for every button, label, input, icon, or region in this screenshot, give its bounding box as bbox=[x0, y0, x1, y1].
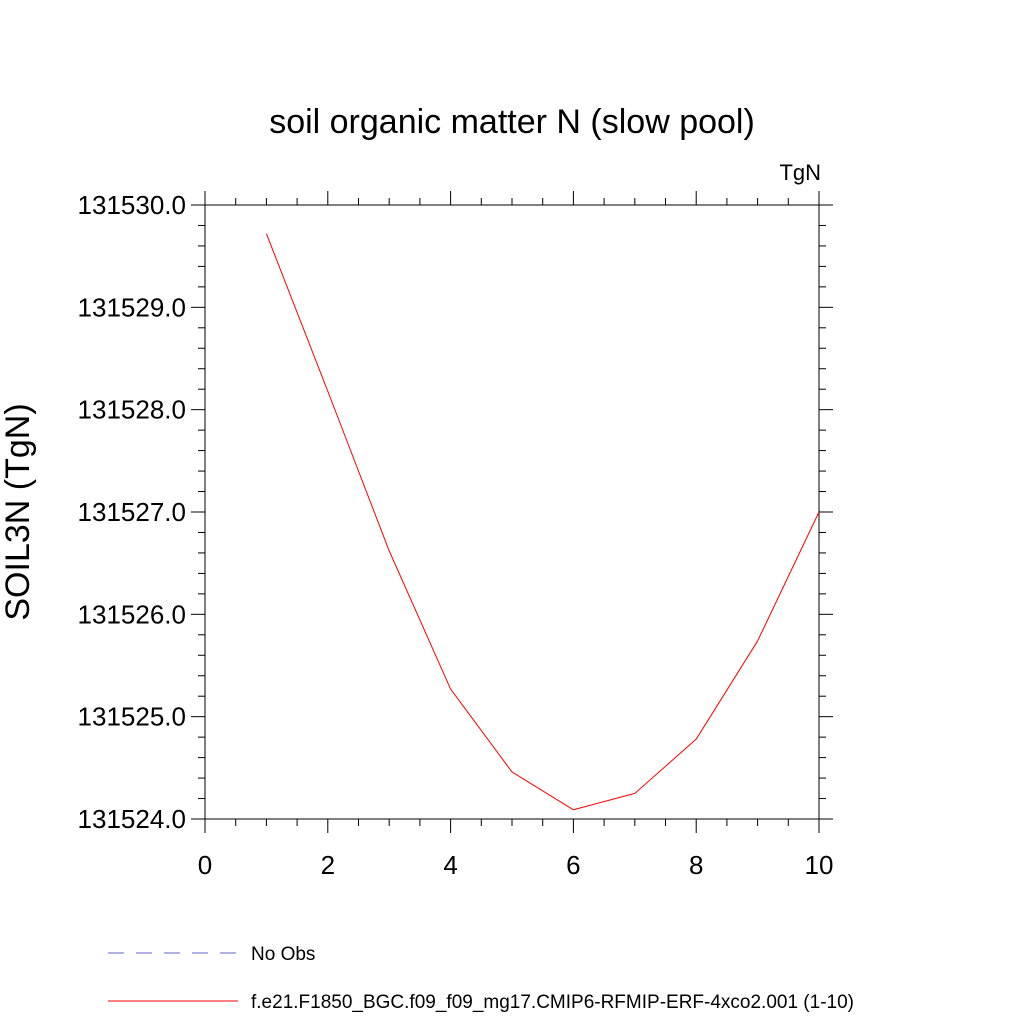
units-label: TgN bbox=[779, 160, 821, 185]
legend: No Obs f.e21.F1850_BGC.f09_f09_mg17.CMIP… bbox=[108, 944, 854, 1013]
y-tick-label: 131528.0 bbox=[78, 395, 186, 425]
major-ticks bbox=[191, 191, 833, 833]
y-tick-label: 131524.0 bbox=[78, 804, 186, 834]
series-line-0 bbox=[265, 233, 820, 811]
y-tick-labels: 131524.0 131525.0 131526.0 131527.0 131528.0… bbox=[78, 190, 186, 834]
chart-title: soil organic matter N (slow pool) bbox=[269, 103, 755, 141]
x-tick-label: 2 bbox=[321, 850, 335, 880]
x-tick-label: 0 bbox=[198, 850, 212, 880]
y-axis-label: SOIL3N (TgN) bbox=[0, 403, 37, 620]
y-tick-label: 131530.0 bbox=[78, 190, 186, 220]
x-tick-label: 8 bbox=[689, 850, 703, 880]
y-tick-label: 131527.0 bbox=[78, 497, 186, 527]
x-tick-label: 10 bbox=[805, 850, 834, 880]
y-tick-label: 131526.0 bbox=[78, 599, 186, 629]
x-tick-label: 6 bbox=[566, 850, 580, 880]
x-tick-labels: 0 2 4 6 8 10 bbox=[198, 850, 834, 880]
legend-label-no-obs: No Obs bbox=[251, 944, 315, 965]
y-tick-label: 131529.0 bbox=[78, 292, 186, 322]
minor-ticks bbox=[198, 198, 826, 826]
series-group bbox=[265, 233, 820, 811]
y-tick-label: 131525.0 bbox=[78, 702, 186, 732]
legend-label-model-run: f.e21.F1850_BGC.f09_f09_mg17.CMIP6-RFMIP… bbox=[251, 992, 854, 1013]
plot-frame bbox=[204, 204, 820, 820]
x-tick-label: 4 bbox=[443, 850, 457, 880]
